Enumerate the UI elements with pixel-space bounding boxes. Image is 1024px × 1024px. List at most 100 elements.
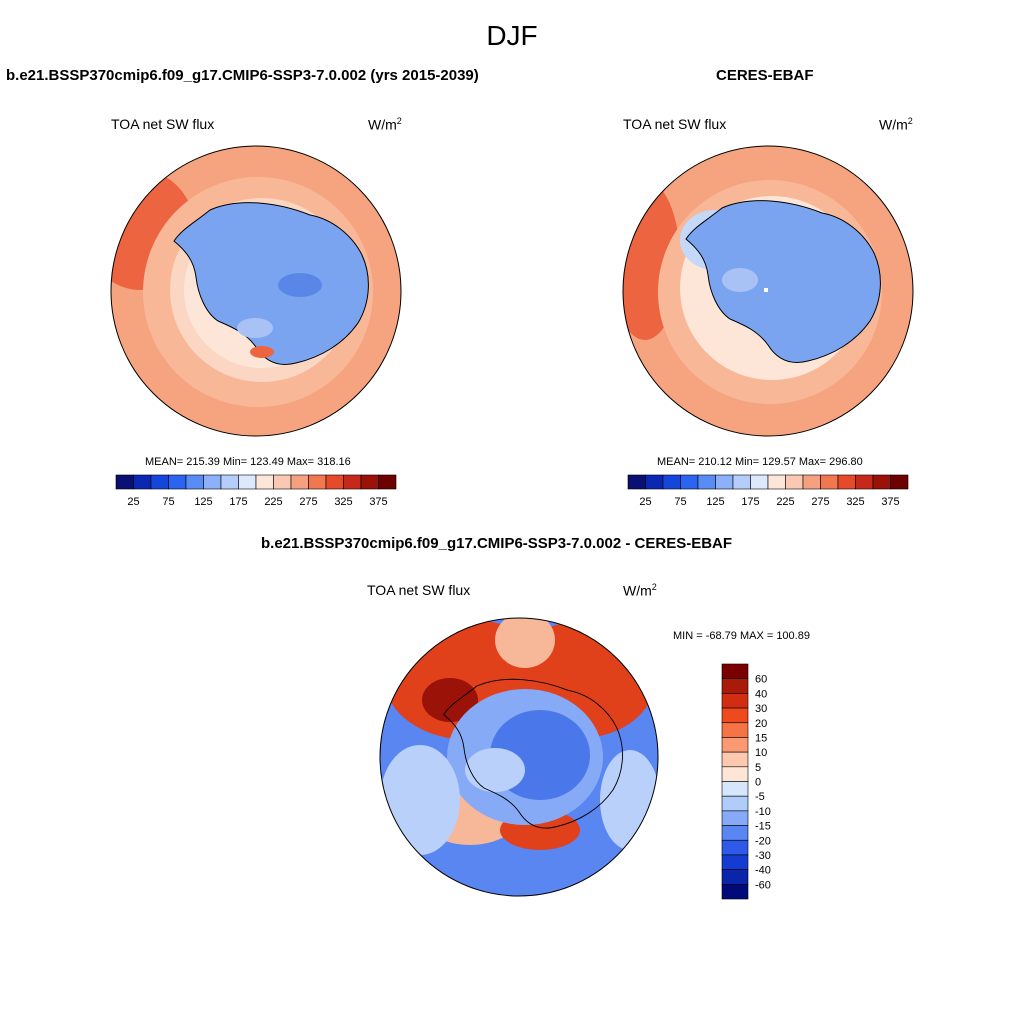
diff-stats: MIN = -68.79 MAX = 100.89	[673, 630, 810, 642]
diff-map	[380, 618, 658, 896]
obs-colorbar-swatch	[802, 474, 821, 490]
model-colorbar-tick-label: 25	[127, 496, 139, 508]
model-colorbar-swatch	[168, 474, 187, 490]
figure-title: DJF	[486, 20, 538, 51]
obs-colorbar-swatch	[627, 474, 646, 490]
diff-colorbar-tick-label: -10	[755, 806, 771, 818]
obs-units-label: W/m2	[879, 116, 913, 133]
model-map	[111, 146, 401, 436]
obs-colorbar-swatch	[680, 474, 699, 490]
model-colorbar-swatch	[255, 474, 274, 490]
model-colorbar-tick-label: 125	[194, 496, 212, 508]
diff-colorbar-swatch	[721, 810, 749, 826]
obs-colorbar-swatch	[767, 474, 786, 490]
obs-colorbar-swatch	[750, 474, 769, 490]
diff-colorbar-tick-label: -5	[755, 791, 765, 803]
diff-colorbar-swatch	[721, 766, 749, 782]
model-units-label: W/m2	[368, 116, 402, 133]
model-colorbar-swatch	[378, 474, 397, 490]
diff-colorbar-swatch	[721, 707, 749, 724]
model-colorbar-swatch	[290, 474, 309, 490]
model-colorbar-swatch	[150, 474, 169, 490]
model-colorbar-tick-label: 275	[299, 496, 317, 508]
obs-colorbar-tick-label: 175	[741, 496, 759, 508]
model-colorbar-swatch	[220, 474, 239, 490]
model-colorbar-swatch	[273, 474, 292, 490]
obs-colorbar-swatch	[890, 474, 909, 490]
diff-map-border	[379, 617, 659, 897]
obs-colorbar-swatch	[697, 474, 716, 490]
model-colorbar-swatch	[185, 474, 204, 490]
obs-colorbar-swatch	[820, 474, 839, 490]
obs-ice-patch	[722, 268, 758, 292]
obs-colorbar-swatch	[732, 474, 751, 490]
model-colorbar-tick-label: 325	[334, 496, 352, 508]
diff-colorbar-swatch	[721, 693, 749, 709]
diff-colorbar-tick-label: 30	[755, 703, 767, 715]
diff-darkred-max	[422, 678, 478, 722]
obs-colorbar-tick-label: 325	[846, 496, 864, 508]
obs-colorbar-swatch	[662, 474, 681, 490]
diff-colorbar-swatch	[721, 663, 749, 679]
model-colorbar-swatch	[115, 474, 134, 490]
diff-colorbar-swatch	[721, 825, 749, 841]
obs-stats: MEAN= 210.12 Min= 129.57 Max= 296.80	[657, 456, 863, 468]
diff-colorbar-swatch	[721, 854, 749, 870]
diff-colorbar-swatch	[721, 795, 749, 812]
model-colorbar-swatch	[325, 474, 344, 490]
diff-colorbar-swatch	[721, 722, 749, 738]
diff-colorbar-swatch	[721, 839, 749, 856]
obs-panel-title: CERES-EBAF	[716, 67, 814, 84]
diff-colorbar-tick-label: 10	[755, 747, 767, 759]
diff-colorbar-tick-label: 20	[755, 718, 767, 730]
diff-colorbar-swatch	[721, 751, 749, 768]
obs-colorbar-tick-label: 25	[639, 496, 651, 508]
model-colorbar-swatch	[238, 474, 257, 490]
obs-colorbar-tick-label: 75	[674, 496, 686, 508]
model-panel-title: b.e21.BSSP370cmip6.f09_g17.CMIP6-SSP3-7.…	[6, 67, 479, 84]
model-colorbar-swatch	[308, 474, 327, 490]
model-map-border	[110, 145, 402, 437]
model-ice-dark-patch	[278, 273, 322, 297]
diff-pink-north	[495, 618, 555, 668]
model-warm-spot	[250, 346, 274, 358]
obs-white-pixel	[764, 288, 768, 292]
diff-colorbar-swatch	[721, 678, 749, 694]
obs-colorbar-tick-label: 225	[776, 496, 794, 508]
model-colorbar-swatch	[343, 474, 362, 490]
obs-colorbar-swatch	[872, 474, 891, 490]
obs-colorbar-swatch	[715, 474, 734, 490]
obs-colorbar-swatch	[645, 474, 664, 490]
model-colorbar-tick-label: 75	[162, 496, 174, 508]
model-colorbar-swatch	[360, 474, 379, 490]
diff-colorbar-tick-label: 60	[755, 674, 767, 686]
obs-map	[623, 146, 913, 436]
diff-colorbar-swatch	[721, 884, 749, 900]
diff-colorbar-tick-label: -40	[755, 865, 771, 877]
diff-panel-title: b.e21.BSSP370cmip6.f09_g17.CMIP6-SSP3-7.…	[261, 535, 733, 552]
model-stats: MEAN= 215.39 Min= 123.49 Max= 318.16	[145, 456, 351, 468]
model-colorbar-swatch	[133, 474, 152, 490]
diff-colorbar-swatch	[721, 869, 749, 885]
diff-variable-label: TOA net SW flux	[367, 582, 471, 598]
diff-colorbar: 60 40 30 20 15 10 5 0 -5 -10 -15 -20 -30 -40 -60	[721, 663, 771, 900]
obs-colorbar-swatch	[785, 474, 804, 490]
diff-units-label: W/m2	[623, 582, 657, 599]
diff-colorbar-tick-label: -15	[755, 821, 771, 833]
diff-lightblue-patch	[465, 748, 525, 792]
diff-colorbar-swatch	[721, 737, 749, 753]
obs-colorbar-swatch	[855, 474, 874, 490]
model-colorbar-tick-label: 225	[264, 496, 282, 508]
model-variable-label: TOA net SW flux	[111, 116, 215, 132]
obs-colorbar: 25 75 125 175 225 275 325 375	[627, 474, 909, 508]
model-colorbar-swatch	[203, 474, 222, 490]
model-colorbar: 25 75 125 175 225 275 325 375	[115, 474, 397, 508]
obs-colorbar-tick-label: 125	[706, 496, 724, 508]
diff-colorbar-swatch	[721, 781, 749, 797]
obs-colorbar-swatch	[837, 474, 856, 490]
obs-colorbar-tick-label: 375	[881, 496, 899, 508]
diff-colorbar-tick-label: 0	[755, 777, 761, 789]
model-colorbar-tick-label: 175	[229, 496, 247, 508]
diff-colorbar-tick-label: -20	[755, 835, 771, 847]
